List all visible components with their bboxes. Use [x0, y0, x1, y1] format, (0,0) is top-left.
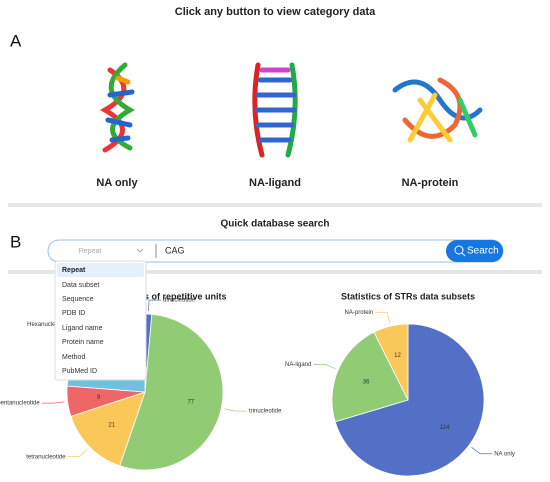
- chevron: [136, 248, 144, 253]
- value-label: 114: [440, 425, 450, 431]
- value-label: 36: [363, 380, 370, 386]
- leader-line: [313, 364, 336, 370]
- pie-slice: [373, 323, 409, 401]
- search-bar: [47, 239, 504, 263]
- header-title: Click any button to view category data: [175, 6, 376, 18]
- dropdown-panel: [54, 260, 147, 381]
- leader-line: [471, 446, 493, 455]
- slice-label: pentanucleotide: [0, 401, 40, 407]
- dropdown-item[interactable]: PubMed ID: [62, 368, 97, 375]
- slice-label: dinucleotide: [163, 298, 196, 304]
- section-letter: A: [10, 31, 22, 50]
- dropdown-item[interactable]: Method: [62, 354, 85, 361]
- search-icon: [461, 252, 466, 257]
- slice-label: NA only: [494, 451, 515, 457]
- leader-line: [224, 408, 248, 412]
- chart-title: Statistics of STRs data subsets: [341, 291, 475, 301]
- molecule-image[interactable]: [252, 62, 298, 158]
- search-button[interactable]: [446, 240, 503, 262]
- leader-line: [41, 401, 65, 404]
- dropdown-item[interactable]: Protein name: [62, 339, 104, 346]
- leader-line: [375, 312, 391, 324]
- query-input[interactable]: CAG: [165, 245, 185, 255]
- dropdown-item[interactable]: Ligand name: [62, 325, 103, 332]
- section-letter: B: [10, 232, 21, 251]
- field-select[interactable]: Repeat: [79, 248, 102, 255]
- slice-label: NA-ligand: [285, 362, 311, 368]
- dropdown-item[interactable]: Data subset: [62, 282, 99, 289]
- dropdown-item[interactable]: PDB ID: [62, 310, 85, 317]
- value-label: 21: [108, 422, 115, 428]
- pie-slice: [119, 313, 224, 471]
- dropdown-item[interactable]: Sequence: [62, 296, 94, 303]
- category-button[interactable]: NA-ligand: [249, 177, 301, 189]
- search-icon: [454, 245, 464, 255]
- leader-line: [67, 448, 88, 458]
- molecule-image[interactable]: [99, 62, 136, 153]
- leader-line: [148, 299, 162, 312]
- dropdown-item[interactable]: Repeat: [62, 267, 86, 274]
- value-label: 12: [394, 353, 401, 359]
- category-button[interactable]: NA only: [96, 177, 138, 189]
- value-label: 77: [187, 399, 194, 405]
- slice-label: trinucleotide: [249, 409, 282, 415]
- molecule-image[interactable]: [392, 77, 483, 143]
- search-title: Quick database search: [221, 219, 330, 230]
- pie-slice: [334, 323, 485, 477]
- category-button[interactable]: NA-protein: [402, 177, 459, 189]
- pie-slice: [331, 331, 409, 423]
- slice-label: tetranucleotide: [26, 454, 66, 460]
- separator: [8, 203, 542, 207]
- slice-label: Hexanucleotide: [27, 322, 69, 328]
- slice-label: NA-protein: [345, 310, 374, 316]
- dropdown-highlight: [57, 263, 144, 277]
- search-button-label[interactable]: Search: [467, 246, 499, 257]
- dropdown: Repeat Data subset Sequence PDB ID Ligan…: [54, 260, 147, 381]
- value-label: 9: [97, 395, 101, 401]
- separator: [8, 270, 542, 274]
